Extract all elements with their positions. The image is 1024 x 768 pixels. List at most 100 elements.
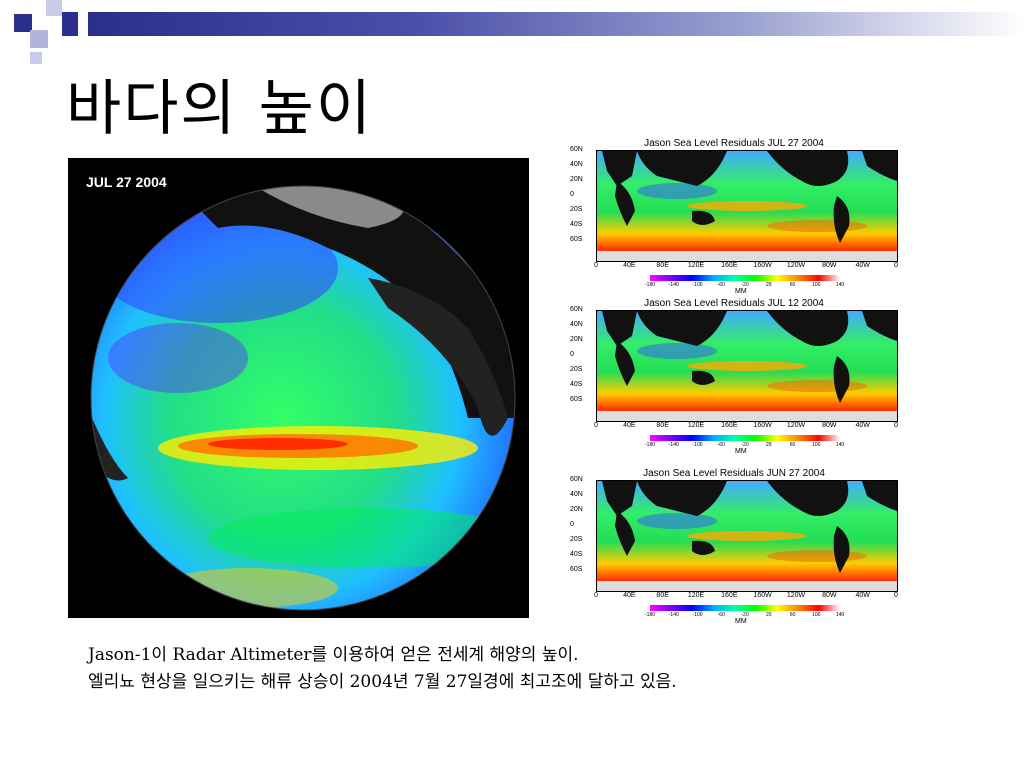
globe-image: JUL 27 2004 [68, 158, 529, 618]
slide-title: 바다의 높이 [66, 74, 374, 144]
lon-tick-label: 40W [855, 592, 870, 599]
lon-tick-label: 120E [687, 262, 705, 269]
lat-tick-label: 20N [570, 176, 583, 183]
colorbar-tick-label: -180 [644, 282, 656, 288]
lat-tick-label: 60S [570, 566, 583, 573]
colorbar-unit-label: MM [735, 448, 747, 455]
lat-tick-label: 20S [570, 536, 583, 543]
sea-level-map: Jason Sea Level Residuals JUL 27 2004 [566, 138, 902, 298]
map-plot-area [596, 150, 898, 262]
map-title: Jason Sea Level Residuals JUN 27 2004 [643, 468, 825, 479]
colorbar-tick-label: 60 [789, 612, 796, 618]
lat-tick-label: 60N [570, 476, 583, 483]
lon-tick-label: 0 [894, 422, 898, 429]
colorbar-tick-label: -100 [692, 612, 703, 618]
colorbar-tick-label: -100 [692, 442, 703, 448]
lat-tick-label: 40S [570, 551, 583, 558]
colorbar-unit-label: MM [735, 618, 747, 625]
lon-tick-label: 80E [656, 592, 669, 599]
lon-tick-label: 120W [786, 422, 806, 429]
lat-tick-label: 60S [570, 236, 583, 243]
colorbar-tick-label: -20 [741, 442, 749, 448]
decor-square-dark [62, 12, 78, 36]
lon-tick-label: 40E [623, 422, 636, 429]
lat-tick-label: 40N [570, 491, 583, 498]
lat-tick-label: 60N [570, 306, 583, 313]
lon-tick-label: 0 [594, 422, 598, 429]
lat-tick-label: 40N [570, 161, 583, 168]
header-gradient-bar [88, 12, 1024, 36]
lon-tick-label: 40W [855, 262, 870, 269]
caption-line: 엘리뇨 현상을 일으키는 해류 상승이 2004년 7월 27일경에 최고조에 … [88, 672, 677, 692]
lat-tick-label: 0 [570, 351, 574, 358]
lon-tick-label: 160E [721, 262, 738, 269]
colorbar-tick-label: -140 [668, 282, 679, 288]
decor-square-dark [14, 14, 32, 32]
colorbar-tick-label: -60 [717, 442, 725, 448]
colorbar-tick-label: 60 [789, 282, 796, 288]
colorbar-tick-label: -60 [717, 282, 725, 288]
map-title: Jason Sea Level Residuals JUL 12 2004 [644, 298, 824, 309]
decor-square-light [30, 30, 48, 48]
colorbar-tick-label: 60 [789, 442, 796, 448]
colorbar-tick-label: 20 [765, 612, 772, 618]
lon-tick-label: 160E [721, 422, 738, 429]
map-plot-area [596, 310, 898, 422]
map-plot-area [596, 480, 898, 592]
colorbar-tick-label: 20 [765, 442, 772, 448]
lon-tick-label: 80E [656, 422, 669, 429]
lon-tick-label: 80W [822, 422, 837, 429]
lat-tick-label: 40S [570, 381, 583, 388]
colorbar-unit-label: MM [735, 288, 747, 295]
lon-tick-label: 40E [623, 592, 636, 599]
colorbar-tick-label: 100 [812, 442, 821, 448]
colorbar-tick-label: 100 [812, 282, 821, 288]
lat-tick-label: 20N [570, 506, 583, 513]
sea-level-map: Jason Sea Level Residuals JUN 27 2004 [566, 468, 902, 628]
lon-tick-label: 80W [822, 262, 837, 269]
lon-tick-label: 160E [721, 592, 738, 599]
lon-tick-label: 0 [894, 262, 898, 269]
lat-tick-label: 0 [570, 521, 574, 528]
lon-tick-label: 160W [753, 262, 772, 269]
lon-tick-label: 120E [687, 422, 705, 429]
colorbar-tick-label: 140 [835, 442, 845, 448]
lon-tick-label: 80W [822, 592, 837, 599]
colorbar-tick-label: 100 [812, 612, 821, 618]
caption-line: Jason-1이 Radar Altimeter를 이용하여 얻은 전세계 해양… [88, 645, 579, 665]
lon-tick-label: 160W [753, 592, 772, 599]
colorbar-tick-label: -20 [741, 282, 749, 288]
lon-tick-label: 0 [594, 262, 598, 269]
caption: Jason-1이 Radar Altimeter를 이용하여 얻은 전세계 해양… [88, 642, 677, 696]
colorbar [650, 435, 840, 441]
lat-tick-label: 40N [570, 321, 583, 328]
map-title: Jason Sea Level Residuals JUL 27 2004 [644, 138, 824, 149]
colorbar-tick-label: -100 [692, 282, 703, 288]
lat-tick-label: 20N [570, 336, 583, 343]
lat-tick-label: 20S [570, 206, 583, 213]
lon-tick-label: 120W [786, 262, 806, 269]
colorbar-tick-label: -60 [717, 612, 725, 618]
lon-tick-label: 80E [656, 262, 669, 269]
globe-illustration [90, 185, 516, 611]
lon-tick-label: 160W [753, 422, 772, 429]
lon-tick-label: 40E [623, 262, 636, 269]
decor-square-light [30, 52, 42, 64]
lat-tick-label: 40S [570, 221, 583, 228]
colorbar-tick-label: -180 [644, 442, 656, 448]
lon-tick-label: 0 [894, 592, 898, 599]
colorbar-tick-label: -140 [668, 612, 679, 618]
lat-tick-label: 60N [570, 146, 583, 153]
colorbar-tick-label: 140 [835, 612, 845, 618]
sea-level-map: Jason Sea Level Residuals JUL 12 2004 [566, 298, 902, 458]
decor-square-light [46, 0, 62, 16]
lat-tick-label: 60S [570, 396, 583, 403]
colorbar [650, 275, 840, 281]
colorbar-tick-label: 20 [765, 282, 772, 288]
lon-tick-label: 120E [687, 592, 705, 599]
colorbar-tick-label: 140 [835, 282, 845, 288]
lon-tick-label: 0 [594, 592, 598, 599]
lon-tick-label: 40W [855, 422, 870, 429]
colorbar-tick-label: -20 [741, 612, 749, 618]
colorbar-tick-label: -180 [644, 612, 656, 618]
